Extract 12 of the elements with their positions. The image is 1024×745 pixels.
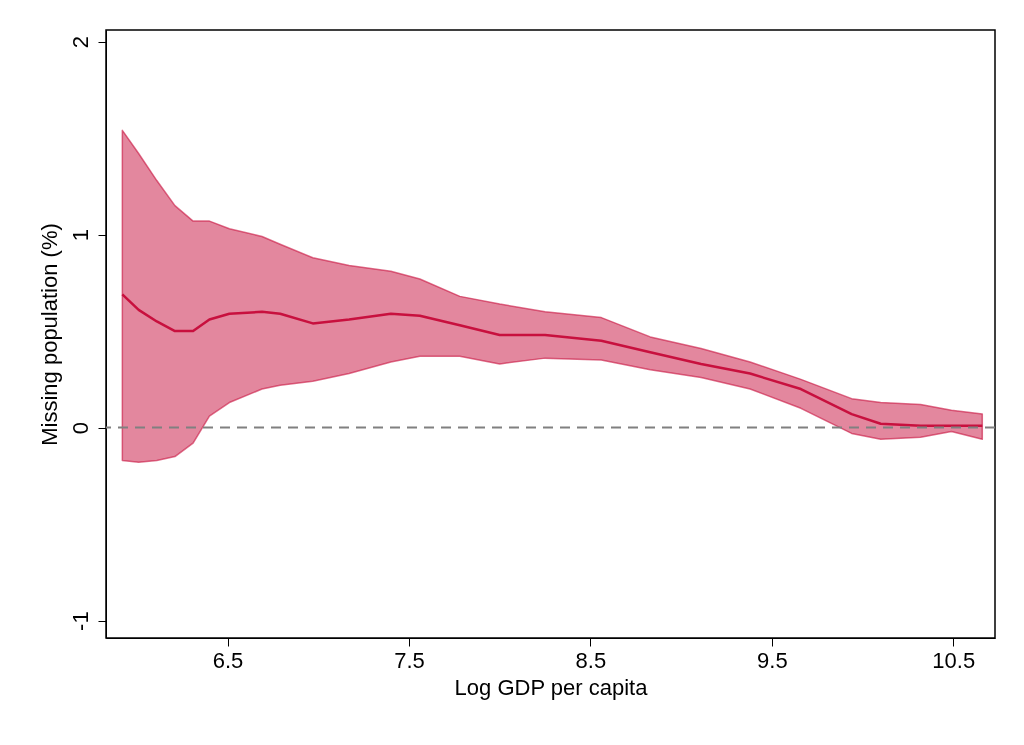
y-axis-title: Missing population (%) <box>36 223 62 446</box>
y-tick-label: -1 <box>67 611 93 631</box>
y-tick-label: 1 <box>67 228 93 242</box>
x-axis-title: Log GDP per capita <box>454 674 649 700</box>
x-tick-label: 7.5 <box>394 647 425 673</box>
x-tick-label: 9.5 <box>757 647 788 673</box>
y-tick-label: 0 <box>67 421 93 435</box>
y-tick-label: 2 <box>67 35 93 49</box>
x-tick-label: 8.5 <box>575 647 607 673</box>
line-series <box>121 293 984 427</box>
x-tick-label: 10.5 <box>932 647 976 673</box>
x-tick-label: 6.5 <box>212 647 244 673</box>
